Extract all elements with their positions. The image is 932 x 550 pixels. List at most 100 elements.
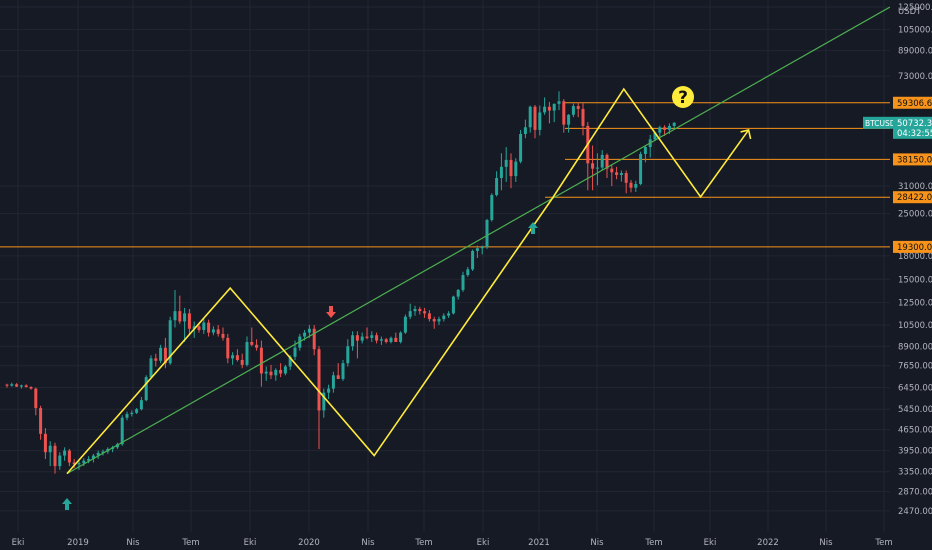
candle-body: [303, 332, 307, 337]
time-axis-tick-label: 2022: [757, 538, 779, 548]
candle-body: [255, 344, 259, 348]
trendline[interactable]: [66, 6, 891, 475]
price-axis-tick-label: 73000.00: [898, 72, 932, 82]
candle-body: [514, 161, 518, 177]
price-axis-tick-label: 2870.00: [898, 488, 932, 498]
time-axis-tick-label: Tem: [874, 538, 892, 548]
candle-body: [571, 106, 575, 115]
price-axis-tick-label: 3350.00: [898, 468, 932, 478]
time-axis-tick-label: Tem: [644, 538, 662, 548]
time-axis-tick-label: Eki: [477, 538, 490, 548]
candle-body: [336, 375, 340, 379]
zigzag-pattern[interactable]: [66, 87, 750, 475]
candle-body: [547, 106, 551, 111]
candle-body: [77, 463, 81, 465]
candle-body: [442, 315, 446, 320]
arrow-up-icon[interactable]: [740, 128, 752, 140]
candle-body: [639, 153, 643, 184]
candle-body: [250, 342, 254, 345]
candle-body: [192, 326, 196, 329]
candles: [5, 91, 676, 474]
candle-body: [279, 369, 283, 374]
candle-body: [615, 172, 619, 175]
candle-body: [346, 346, 350, 364]
up-arrow-icon: [528, 222, 538, 234]
price-axis-tick-label: 5450.00: [898, 405, 932, 415]
question-badge-icon[interactable]: [672, 86, 694, 108]
candle-body: [10, 384, 14, 386]
down-arrow-icon: [326, 306, 336, 318]
price-axis-tick-label: 105000.00: [898, 25, 932, 35]
candle-body: [240, 359, 244, 365]
level-price-badge: [893, 191, 932, 204]
candle-body: [288, 356, 292, 367]
symbol-label: BTCUSDT: [865, 119, 901, 128]
candle-body: [168, 320, 172, 364]
candle-body: [293, 347, 297, 357]
candle-body: [480, 246, 484, 249]
price-axis-tick-label: 89000.00: [898, 47, 932, 57]
candle-body: [101, 451, 105, 453]
level-price-label: 38150.02: [897, 155, 932, 165]
candle-body: [490, 195, 494, 220]
candle-body: [63, 450, 67, 456]
candle-body: [365, 336, 369, 338]
candle-body: [658, 127, 662, 133]
drawings[interactable]: ?: [66, 6, 891, 475]
price-axis[interactable]: 125000.00 105000.00 89000.00 73000.00 31000.…: [890, 0, 932, 550]
candle-body: [115, 444, 119, 448]
time-axis-tick-label: Eki: [704, 538, 717, 548]
candle-body: [139, 400, 143, 410]
candle-body: [485, 219, 489, 247]
price-axis-tick-label: 18000.00: [898, 252, 932, 262]
candle-body: [29, 387, 33, 389]
level-price-label: 59306.65: [897, 99, 932, 109]
candle-body: [523, 127, 527, 134]
candle-body: [39, 408, 43, 434]
candle-body: [475, 248, 479, 251]
candle-body: [211, 329, 215, 333]
candle-body: [149, 358, 153, 378]
candle-body: [154, 358, 158, 361]
price-badges: 59306.6548577.7938150.0228422.0019300.00…: [863, 96, 932, 253]
candle-body: [322, 392, 326, 411]
candle-body: [447, 313, 451, 316]
candle-body: [312, 328, 316, 350]
candle-body: [562, 101, 566, 125]
candle-body: [173, 311, 177, 321]
candle-body: [24, 385, 28, 388]
candle-body: [384, 339, 388, 343]
candle-body: [427, 313, 431, 320]
price-axis-background: [890, 0, 932, 550]
candle-body: [144, 377, 148, 401]
price-axis-tick-label: 4650.00: [898, 426, 932, 436]
time-axis[interactable]: Eki 2019 Nis Tem Eki 2020 Nis Tem Eki 2021 Nis Tem E…: [0, 532, 932, 550]
candle-body: [135, 409, 139, 413]
current-price-badge: [893, 116, 932, 139]
candle-body: [197, 326, 201, 331]
candle-body: [581, 108, 585, 126]
candle-body: [87, 458, 91, 461]
up-arrow-icon: [62, 498, 72, 510]
candle-body: [72, 462, 76, 465]
candle-body: [495, 178, 499, 196]
candle-body: [557, 101, 561, 104]
candle-body: [643, 147, 647, 154]
candle-body: [351, 335, 355, 347]
price-axis-tick-label: 12500.00: [898, 299, 932, 309]
price-axis-tick-label: 3950.00: [898, 447, 932, 457]
candle-body: [610, 168, 614, 173]
candle-body: [370, 335, 374, 338]
time-axis-tick-label: Nis: [361, 538, 375, 548]
candle-body: [619, 173, 623, 175]
candle-body: [331, 375, 335, 389]
price-axis-tick-label: 7650.00: [898, 362, 932, 372]
price-axis-tick-label: 2470.00: [898, 507, 932, 517]
candle-body: [159, 347, 163, 361]
candle-body: [543, 106, 547, 113]
time-axis-tick-label: Nis: [126, 538, 140, 548]
candle-body: [178, 311, 182, 322]
candle-body: [634, 183, 638, 188]
candle-body: [461, 275, 465, 290]
